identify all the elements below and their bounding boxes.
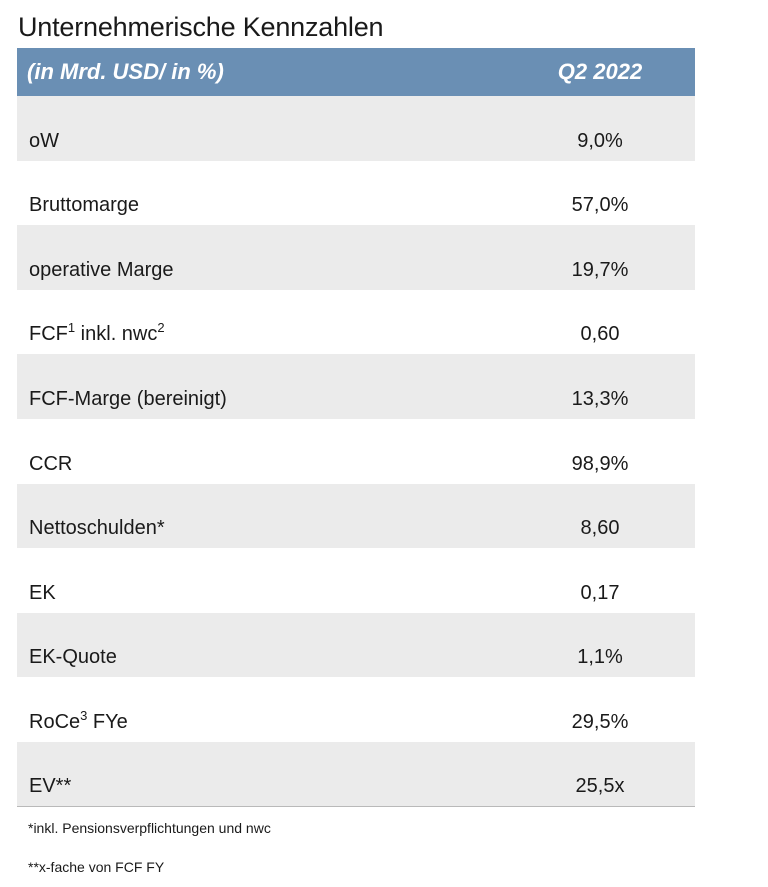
row-label: RoCe3 FYe [17,707,505,734]
table-row: FCF1 inkl. nwc2 0,60 [17,290,695,355]
table-row: oW 9,0% [17,96,695,161]
row-label: EV** [29,774,72,797]
row-label: FCF1 inkl. nwc2 [17,320,505,346]
kennzahlen-table: (in Mrd. USD/ in %) Q2 2022 oW 9,0% Brut… [17,48,695,807]
row-value: 0,60 [580,323,620,346]
row-value: 29,5% [571,710,629,733]
table-row: FCF-Marge (bereinigt) 13,3% [17,354,695,419]
row-value: 19,7% [571,258,629,281]
row-label-text: FCF [29,323,68,346]
row-label-text: FYe [87,710,128,733]
row-label: operative Marge [29,258,174,281]
row-value: 13,3% [571,387,629,410]
footnote-marker: 1 [67,320,76,336]
page-title: Unternehmerische Kennzahlen [18,12,384,42]
row-label: EK [29,581,56,604]
table-row: EK 0,17 [17,548,695,613]
row-label: Nettoschulden* [29,517,165,540]
row-value: 98,9% [571,452,629,475]
row-label: oW [29,129,59,152]
row-label-text: inkl. nwc [75,323,158,346]
row-label-text: RoCe [29,710,81,733]
footnote: *inkl. Pensionsverpflichtungen und nwc [28,820,271,836]
row-value: 25,5x [575,774,625,797]
row-label: Bruttomarge [29,194,140,217]
table-row: Bruttomarge 57,0% [17,161,695,226]
table-header: (in Mrd. USD/ in %) Q2 2022 [17,48,695,96]
row-value: 1,1% [577,646,623,669]
row-value: 9,0% [577,129,623,152]
table-row: EK-Quote 1,1% [17,612,695,678]
row-value: 0,17 [580,581,620,604]
row-value: 8,60 [580,517,620,540]
row-label: CCR [29,452,73,475]
table-row: operative Marge 19,7% [17,225,695,290]
footnote-marker: 3 [80,707,88,723]
footnote-marker: 2 [157,320,165,336]
table-row: EV** 25,5x [17,741,695,807]
header-label: (in Mrd. USD/ in %) [27,59,224,84]
row-value: 57,0% [571,194,629,217]
table-row: Nettoschulden* 8,60 [17,483,695,549]
table-row: RoCe3 FYe 29,5% [17,677,695,742]
footnote: **x-fache von FCF FY [28,859,165,875]
row-label: EK-Quote [29,646,117,669]
table-row: CCR 98,9% [17,419,695,484]
header-period: Q2 2022 [557,59,643,84]
row-label: FCF-Marge (bereinigt) [29,387,227,410]
